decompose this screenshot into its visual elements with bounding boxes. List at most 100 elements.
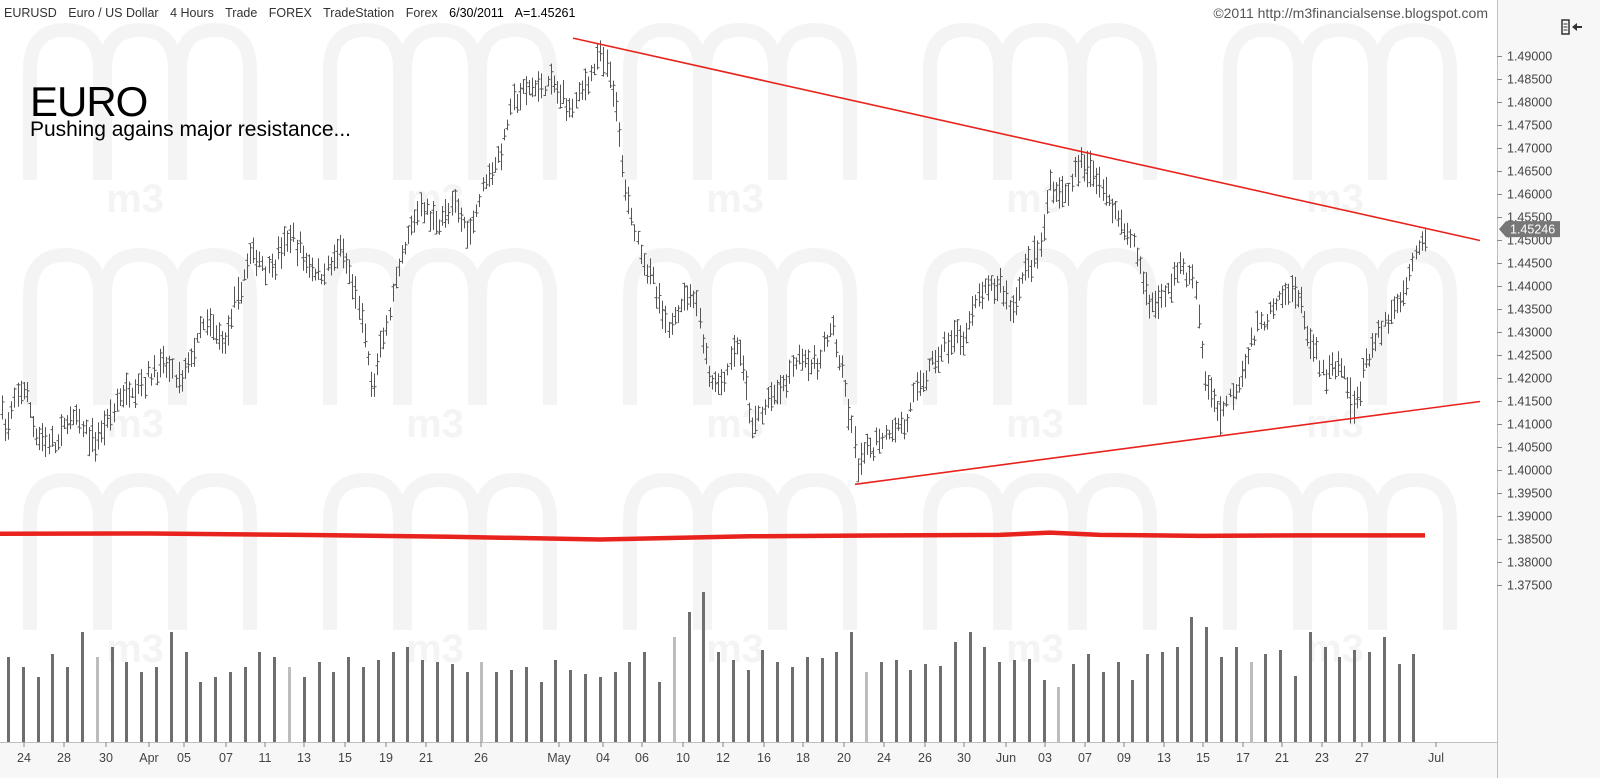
ohlc-bar <box>440 206 445 226</box>
ohlc-bar <box>1054 182 1059 203</box>
ohlc-bar <box>1147 294 1152 319</box>
ohlc-bar <box>583 68 588 101</box>
ohlc-bar <box>62 417 67 430</box>
ohlc-bar <box>722 371 727 392</box>
ohlc-bar <box>257 251 262 268</box>
ohlc-bar <box>688 284 693 308</box>
watermark-arch <box>698 472 782 630</box>
ohlc-bar <box>419 192 424 217</box>
ohlc-bar <box>1215 401 1220 421</box>
watermark-arch <box>1373 22 1457 180</box>
y-tick-label: 1.46000 <box>1507 188 1552 202</box>
watermark-logo: m3 <box>1223 247 1457 446</box>
ohlc-bar <box>1128 229 1133 248</box>
ohlc-bar <box>1175 262 1180 283</box>
watermark-arch <box>473 247 557 405</box>
ohlc-bar <box>245 253 250 279</box>
trendline-support[interactable] <box>854 400 1481 486</box>
watermark-logo: m3 <box>323 22 557 221</box>
watermark-arch <box>98 472 182 630</box>
watermark-arch <box>1073 22 1157 180</box>
ohlc-bar <box>43 427 48 458</box>
ohlc-bar <box>707 365 712 388</box>
ohlc-bar <box>1218 396 1223 436</box>
ohlc-bar <box>849 415 854 434</box>
watermark-arch <box>98 22 182 180</box>
ohlc-bar <box>229 308 234 329</box>
ohlc-bar <box>983 278 988 294</box>
watermark-arch <box>998 22 1082 180</box>
ohlc-bar <box>1389 299 1394 325</box>
annotation-title: EURO <box>30 78 148 125</box>
ohlc-bar <box>1200 341 1205 359</box>
ohlc-bar <box>1001 286 1006 307</box>
x-tick-label: 24 <box>17 751 31 765</box>
ohlc-bar <box>515 94 520 113</box>
ohlc-bar <box>1401 280 1406 307</box>
ohlc-bar <box>1311 334 1316 362</box>
ohlc-bar <box>81 421 86 437</box>
ohlc-bar <box>853 426 858 459</box>
ohlc-bar <box>341 238 346 269</box>
ohlc-bar <box>1358 381 1363 407</box>
ohlc-bar <box>192 337 197 367</box>
ohlc-bar <box>732 335 737 367</box>
watermark-text: m3 <box>406 627 464 671</box>
ohlc-bar <box>1240 360 1245 388</box>
ohlc-bar <box>487 163 492 187</box>
ohlc-bar <box>812 345 817 369</box>
x-tick-label: 12 <box>716 751 730 765</box>
watermark-text: m3 <box>1006 402 1064 446</box>
watermark-arch <box>23 472 107 630</box>
watermark-logo: m3 <box>1223 472 1457 671</box>
ohlc-bar <box>381 327 386 350</box>
ohlc-bar <box>133 379 138 409</box>
watermark-text: m3 <box>406 177 464 221</box>
ohlc-bar <box>1392 296 1397 320</box>
ohlc-bar <box>189 348 194 368</box>
ohlc-bar <box>446 203 451 225</box>
ohlc-bar <box>431 201 436 230</box>
ohlc-bar <box>484 174 489 189</box>
ohlc-bar <box>1221 401 1226 417</box>
ohlc-bar <box>642 253 647 276</box>
ohlc-bar <box>1048 169 1053 191</box>
ohlc-bar <box>1026 246 1031 278</box>
ohlc-bar <box>564 98 569 122</box>
ohlc-bar <box>766 386 771 409</box>
ohlc-bar <box>1321 359 1326 376</box>
ohlc-bar <box>992 278 997 304</box>
ohlc-bar <box>840 355 845 378</box>
ohlc-bar <box>90 417 95 453</box>
ohlc-bar <box>546 76 551 87</box>
watermark-arch <box>1223 472 1307 630</box>
x-tick-label: 21 <box>419 751 433 765</box>
ohlc-bar <box>843 379 848 397</box>
ohlc-bar <box>1314 337 1319 360</box>
ohlc-bar <box>967 311 972 330</box>
ohlc-bar <box>65 415 70 435</box>
ohlc-bar <box>223 332 228 354</box>
ohlc-bar <box>1178 252 1183 274</box>
trendline-resistance[interactable] <box>572 37 1481 242</box>
ohlc-bar <box>1094 167 1099 195</box>
watermark-logo: m3 <box>623 22 857 221</box>
ohlc-bar <box>1159 283 1164 308</box>
ohlc-bar <box>871 447 876 462</box>
x-tick-label: 11 <box>259 751 272 765</box>
panel-toggle-icon[interactable] <box>1560 18 1584 36</box>
ohlc-bar <box>679 298 684 313</box>
watermark-text: m3 <box>406 402 464 446</box>
ohlc-bar <box>763 399 768 415</box>
ohlc-bar <box>77 408 82 434</box>
ohlc-bar <box>874 427 879 446</box>
ohlc-bar <box>1004 280 1009 310</box>
watermark-arch <box>623 472 707 630</box>
market: FOREX <box>268 6 312 20</box>
ohlc-bar <box>16 382 21 407</box>
ohlc-bar <box>1085 150 1090 188</box>
watermark-logo: m3 <box>923 22 1157 221</box>
ohlc-bar <box>524 76 529 106</box>
ohlc-bar <box>1032 235 1037 268</box>
ohlc-bar <box>400 245 405 264</box>
